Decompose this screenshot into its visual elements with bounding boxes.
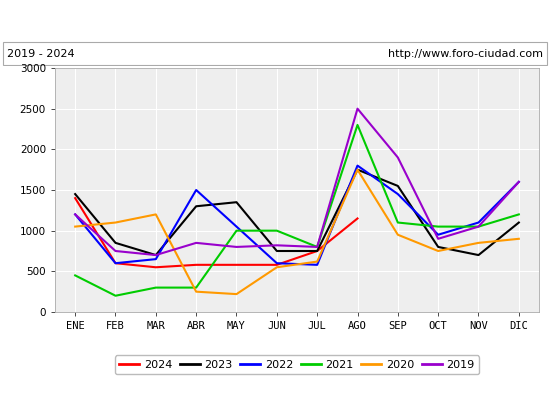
Legend: 2024, 2023, 2022, 2021, 2020, 2019: 2024, 2023, 2022, 2021, 2020, 2019 — [115, 355, 479, 374]
Text: http://www.foro-ciudad.com: http://www.foro-ciudad.com — [388, 49, 543, 59]
Text: Evolucion Nº Turistas Nacionales en el municipio de Montánchez: Evolucion Nº Turistas Nacionales en el m… — [52, 14, 498, 28]
Text: 2019 - 2024: 2019 - 2024 — [7, 49, 74, 59]
FancyBboxPatch shape — [3, 42, 547, 65]
